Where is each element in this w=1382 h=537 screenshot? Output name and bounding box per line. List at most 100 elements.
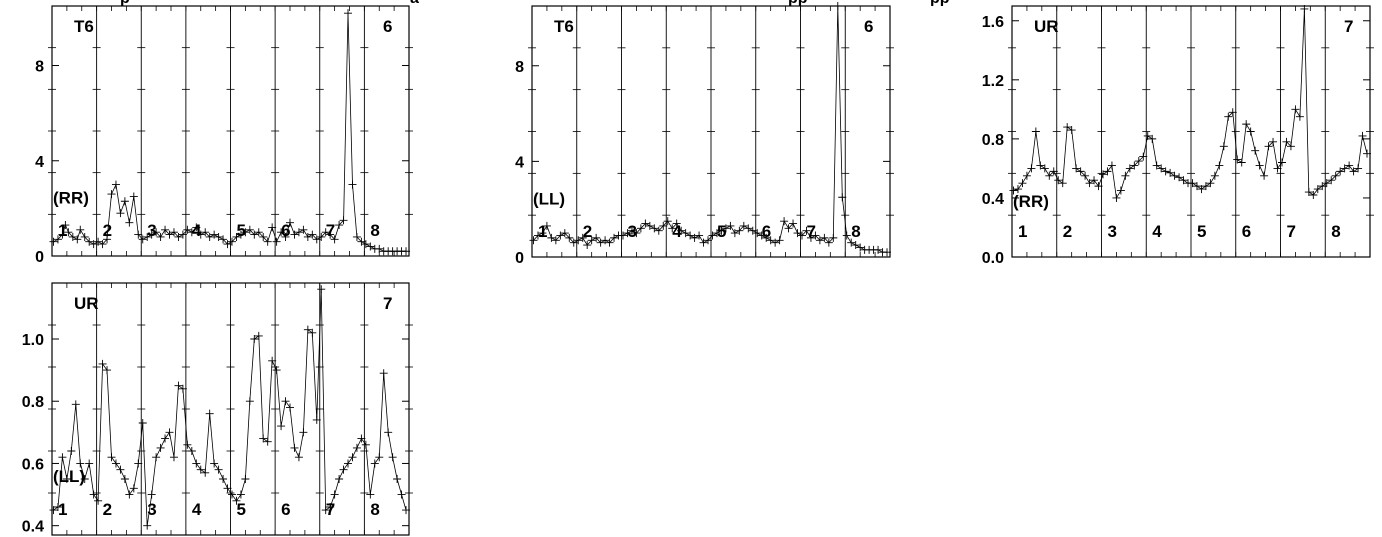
data-point [223,240,232,249]
data-point [547,233,556,242]
data-point [1103,167,1112,176]
data-point [98,240,107,249]
data-point [62,475,71,483]
chart-panel-2: 0 4 8 T6 6 (LL) 1 2 3 4 5 6 7 8 [515,2,894,267]
data-point [659,221,668,230]
data-point [1031,127,1040,136]
data-point [281,397,290,406]
chart-panel-3: 0.0 0.4 0.8 1.2 1.6 UR 7 (RR) 1 2 3 4 5 6 7 8 [982,4,1374,267]
data-point [1286,142,1295,151]
data-point [94,496,103,505]
header-fragment-3: pp [788,0,808,6]
data-point [1009,186,1018,195]
data-point [1295,112,1304,121]
data-point [1282,137,1291,146]
data-point [833,2,842,10]
data-point [245,397,254,406]
data-point [335,221,344,230]
data-point [797,231,806,240]
data-point [1130,161,1139,170]
data-point [1188,179,1197,188]
data-point [254,331,263,340]
data-point [1098,170,1107,179]
data-point [187,228,196,237]
y-tick-label: 8 [515,59,524,76]
segment-label: 5 [237,500,246,519]
data-point [677,226,686,235]
data-point [352,232,361,241]
data-point [1255,161,1264,170]
segment-label: 3 [147,221,156,240]
segment-label: 4 [672,222,682,241]
y-tick-label: 1.2 [982,73,1004,90]
y-tick-label: 0.4 [982,191,1004,208]
panel-tag: UR [1034,17,1059,36]
header-fragment-2: a [410,0,419,6]
data-point [623,229,632,238]
data-point [326,230,335,239]
data-point [1363,149,1372,158]
data-point [1210,171,1219,180]
data-point [704,236,713,245]
data-point [161,434,170,443]
data-point [299,428,308,437]
y-tick-label: 0.6 [22,456,44,473]
data-point [290,443,299,452]
series-label: (LL) [533,189,565,208]
data-point [134,230,143,239]
data-point [842,231,851,240]
data-point [1027,164,1036,173]
data-point [1309,190,1318,199]
data-point [120,475,129,483]
data-point [64,228,73,237]
segment-label: 8 [1331,222,1340,241]
data-point [766,236,775,245]
segment-label: 2 [1063,222,1072,241]
segment-label: 1 [538,222,547,241]
data-point [574,236,583,245]
data-point [1085,179,1094,188]
data-point [748,226,757,235]
data-point [1264,142,1273,151]
data-point [1237,158,1246,167]
data-point [76,459,85,468]
data-point [303,325,312,334]
chart-panel-4: 0.4 0.6 0.8 1.0 UR 7 (LL) 1 2 3 4 5 6 7 8 [22,282,413,536]
data-point [250,335,259,343]
data-point [196,465,205,474]
data-point [205,409,214,418]
data-point [192,223,201,232]
data-point [762,233,771,242]
data-point [1121,171,1130,180]
data-point [538,229,547,238]
data-point [384,428,393,437]
data-point [210,459,219,468]
data-point [1242,120,1251,129]
data-point [847,238,856,247]
data-point [744,224,753,233]
data-point [1179,176,1188,185]
data-point [214,465,223,474]
data-point [1134,157,1143,166]
data-point [187,447,196,455]
data-point [250,230,259,239]
data-point [533,231,542,240]
data-point [294,453,303,462]
data-point [1340,164,1349,173]
data-point [1094,182,1103,191]
data-point [111,459,120,468]
data-point [397,490,406,499]
data-point [53,503,62,511]
data-point [103,366,112,375]
data-point [1336,167,1345,176]
data-point [771,238,780,247]
data-point [1246,127,1255,136]
data-point [277,228,286,237]
data-point [529,236,538,245]
data-point [58,230,67,239]
data-point [125,218,134,227]
data-point [726,221,735,230]
data-point [1197,185,1206,194]
data-point [116,465,125,474]
data-point [1322,179,1331,188]
